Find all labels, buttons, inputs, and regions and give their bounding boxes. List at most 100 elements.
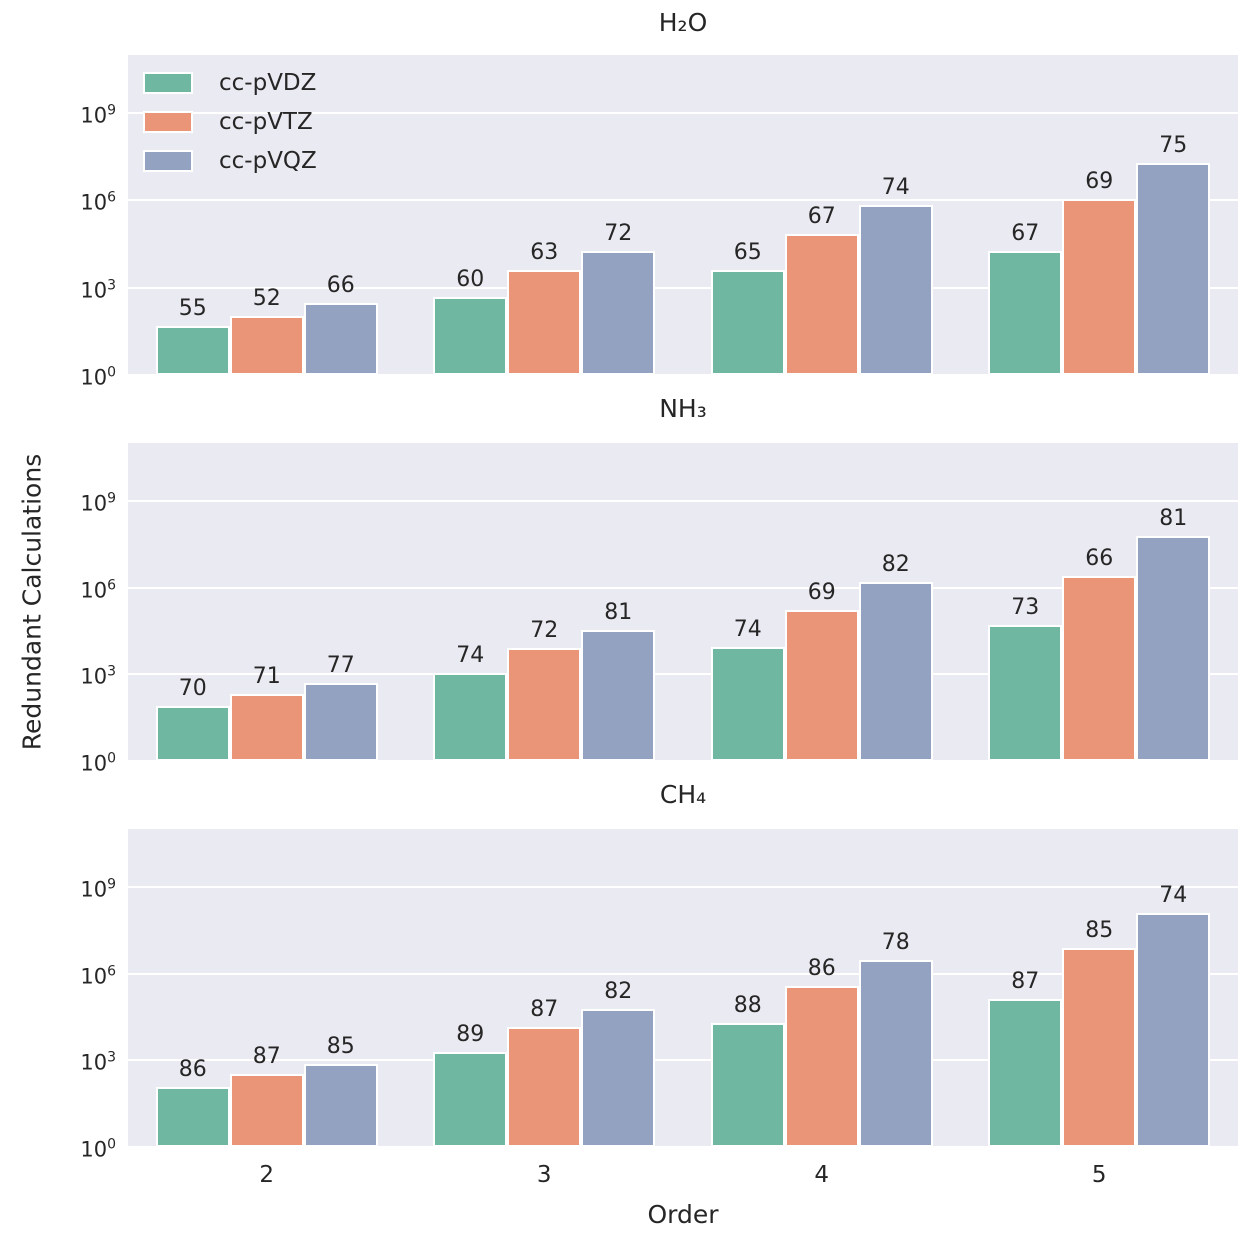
plot-area-nh3: 100 103 106 109 70 74 74 73 71 72 69 66 77 81 82 81 bbox=[80, 443, 1238, 776]
grid-line-1e9 bbox=[128, 885, 1238, 888]
bar-value-label-cc-pvqz-order-2: 85 bbox=[326, 1033, 355, 1059]
bar-cc-pvtz-order-5 bbox=[1062, 199, 1137, 375]
grid-line-1e0 bbox=[128, 760, 1238, 762]
legend-swatch-cc-pvqz bbox=[143, 150, 193, 172]
grid-line-1e9 bbox=[128, 499, 1238, 502]
bar-cc-pvqz-order-2 bbox=[303, 302, 378, 375]
bar-cc-pvqz-order-3 bbox=[581, 250, 656, 375]
y-tick-label-1e6: 106 bbox=[80, 577, 116, 603]
bar-value-label-cc-pvtz-order-4: 69 bbox=[807, 579, 836, 605]
bar-value-label-cc-pvdz-order-2: 70 bbox=[178, 675, 207, 701]
bar-cc-pvqz-order-5 bbox=[1136, 913, 1211, 1147]
bar-value-label-cc-pvqz-order-3: 82 bbox=[604, 979, 633, 1005]
bar-value-label-cc-pvdz-order-3: 89 bbox=[456, 1021, 485, 1047]
panel-title-ch4: CH₄ bbox=[659, 780, 707, 809]
bar-cc-pvtz-order-5 bbox=[1062, 575, 1137, 761]
y-axis-label: Redundant Calculations bbox=[17, 453, 47, 751]
legend-label-cc-pvqz: cc-pVQZ bbox=[219, 148, 317, 174]
bar-cc-pvqz-order-3 bbox=[581, 629, 656, 761]
bar-cc-pvqz-order-2 bbox=[303, 682, 378, 761]
grid-line-1e9 bbox=[128, 112, 1238, 115]
x-tick-label-2: 2 bbox=[259, 1162, 275, 1188]
grid-line-1e3 bbox=[128, 286, 1238, 289]
bar-value-label-cc-pvtz-order-5: 69 bbox=[1085, 169, 1114, 195]
grid-line-1e6 bbox=[128, 972, 1238, 975]
legend-label-cc-pvdz: cc-pVDZ bbox=[219, 70, 317, 96]
plot-area-h2o: 100 103 106 109 55 60 65 67 52 63 67 69 66 72 74 75 cc-p… bbox=[80, 55, 1238, 390]
bar-cc-pvtz-order-2 bbox=[229, 693, 304, 761]
legend: cc-pVDZ cc-pVTZ cc-pVQZ bbox=[143, 69, 317, 186]
y-tick-label-1e9: 109 bbox=[80, 490, 116, 516]
y-tick-label-1e0: 100 bbox=[80, 750, 116, 776]
bar-cc-pvqz-order-2 bbox=[303, 1063, 378, 1147]
bar-value-label-cc-pvqz-order-5: 74 bbox=[1159, 883, 1188, 909]
legend-label-cc-pvtz: cc-pVTZ bbox=[219, 109, 313, 135]
bar-value-label-cc-pvqz-order-3: 81 bbox=[604, 599, 633, 625]
y-tick-label-1e3: 103 bbox=[80, 663, 116, 689]
bar-cc-pvdz-order-3 bbox=[433, 673, 508, 761]
legend-swatch-cc-pvtz bbox=[143, 111, 193, 133]
x-tick-label-4: 4 bbox=[814, 1162, 830, 1188]
grid-line-1e6 bbox=[128, 586, 1238, 589]
bar-cc-pvqz-order-4 bbox=[858, 959, 933, 1147]
bar-cc-pvdz-order-3 bbox=[433, 1051, 508, 1147]
bar-cc-pvdz-order-2 bbox=[155, 325, 230, 375]
bar-cc-pvtz-order-4 bbox=[784, 234, 859, 375]
bar-value-label-cc-pvqz-order-2: 66 bbox=[326, 272, 355, 298]
y-tick-label-1e3: 103 bbox=[80, 277, 116, 303]
bar-cc-pvdz-order-5 bbox=[988, 250, 1063, 375]
grid-line-1e3 bbox=[128, 1059, 1238, 1062]
bar-value-label-cc-pvdz-order-5: 87 bbox=[1011, 969, 1040, 995]
bar-cc-pvtz-order-2 bbox=[229, 1073, 304, 1147]
bar-cc-pvtz-order-3 bbox=[507, 270, 582, 375]
bar-cc-pvdz-order-4 bbox=[710, 1023, 785, 1147]
bar-cc-pvdz-order-4 bbox=[710, 270, 785, 375]
bar-value-label-cc-pvdz-order-5: 67 bbox=[1011, 220, 1040, 246]
grid-line-1e0 bbox=[128, 374, 1238, 376]
bar-value-label-cc-pvtz-order-2: 52 bbox=[252, 285, 281, 311]
bar-cc-pvdz-order-2 bbox=[155, 705, 230, 761]
bar-value-label-cc-pvdz-order-4: 74 bbox=[733, 617, 762, 643]
bar-value-label-cc-pvtz-order-2: 71 bbox=[252, 663, 281, 689]
bar-cc-pvdz-order-5 bbox=[988, 999, 1063, 1147]
bar-cc-pvtz-order-2 bbox=[229, 315, 304, 375]
bar-cc-pvdz-order-2 bbox=[155, 1087, 230, 1147]
bar-cc-pvqz-order-4 bbox=[858, 581, 933, 761]
bar-value-label-cc-pvqz-order-4: 82 bbox=[881, 551, 910, 577]
bar-cc-pvtz-order-4 bbox=[784, 609, 859, 761]
bar-cc-pvdz-order-3 bbox=[433, 296, 508, 375]
bar-value-label-cc-pvqz-order-5: 75 bbox=[1159, 132, 1188, 158]
bar-value-label-cc-pvqz-order-4: 78 bbox=[881, 929, 910, 955]
bar-cc-pvtz-order-3 bbox=[507, 648, 582, 761]
bar-cc-pvqz-order-3 bbox=[581, 1009, 656, 1147]
x-tick-label-3: 3 bbox=[536, 1162, 552, 1188]
panel-title-h2o: H₂O bbox=[658, 8, 708, 37]
bar-value-label-cc-pvdz-order-5: 73 bbox=[1011, 595, 1040, 621]
grid-line-1e0 bbox=[128, 1146, 1238, 1148]
x-axis-ticks: 2 3 4 5 bbox=[128, 1160, 1238, 1190]
bar-value-label-cc-pvdz-order-3: 60 bbox=[456, 266, 485, 292]
y-tick-label-1e3: 103 bbox=[80, 1049, 116, 1075]
y-tick-label-1e9: 109 bbox=[80, 102, 116, 128]
bar-value-label-cc-pvdz-order-3: 74 bbox=[456, 643, 485, 669]
bar-value-label-cc-pvdz-order-4: 65 bbox=[733, 240, 762, 266]
bar-value-label-cc-pvtz-order-5: 66 bbox=[1085, 545, 1114, 571]
bar-cc-pvtz-order-5 bbox=[1062, 948, 1137, 1147]
bar-cc-pvdz-order-5 bbox=[988, 625, 1063, 761]
bar-value-label-cc-pvtz-order-3: 63 bbox=[530, 240, 559, 266]
bar-cc-pvtz-order-4 bbox=[784, 985, 859, 1147]
y-tick-label-1e9: 109 bbox=[80, 876, 116, 902]
bar-value-label-cc-pvtz-order-2: 87 bbox=[252, 1043, 281, 1069]
y-tick-label-1e6: 106 bbox=[80, 963, 116, 989]
y-tick-label-1e6: 106 bbox=[80, 189, 116, 215]
bar-cc-pvqz-order-5 bbox=[1136, 536, 1211, 761]
bar-value-label-cc-pvqz-order-3: 72 bbox=[604, 220, 633, 246]
bar-cc-pvqz-order-5 bbox=[1136, 162, 1211, 375]
bar-value-label-cc-pvtz-order-3: 87 bbox=[530, 997, 559, 1023]
plot-area-ch4: 100 103 106 109 86 89 88 87 87 87 86 85 85 82 78 74 bbox=[80, 829, 1238, 1162]
bar-value-label-cc-pvtz-order-4: 67 bbox=[807, 204, 836, 230]
grid-line-1e6 bbox=[128, 199, 1238, 202]
bar-cc-pvtz-order-3 bbox=[507, 1027, 582, 1147]
bar-value-label-cc-pvtz-order-5: 85 bbox=[1085, 918, 1114, 944]
bar-value-label-cc-pvqz-order-4: 74 bbox=[881, 174, 910, 200]
